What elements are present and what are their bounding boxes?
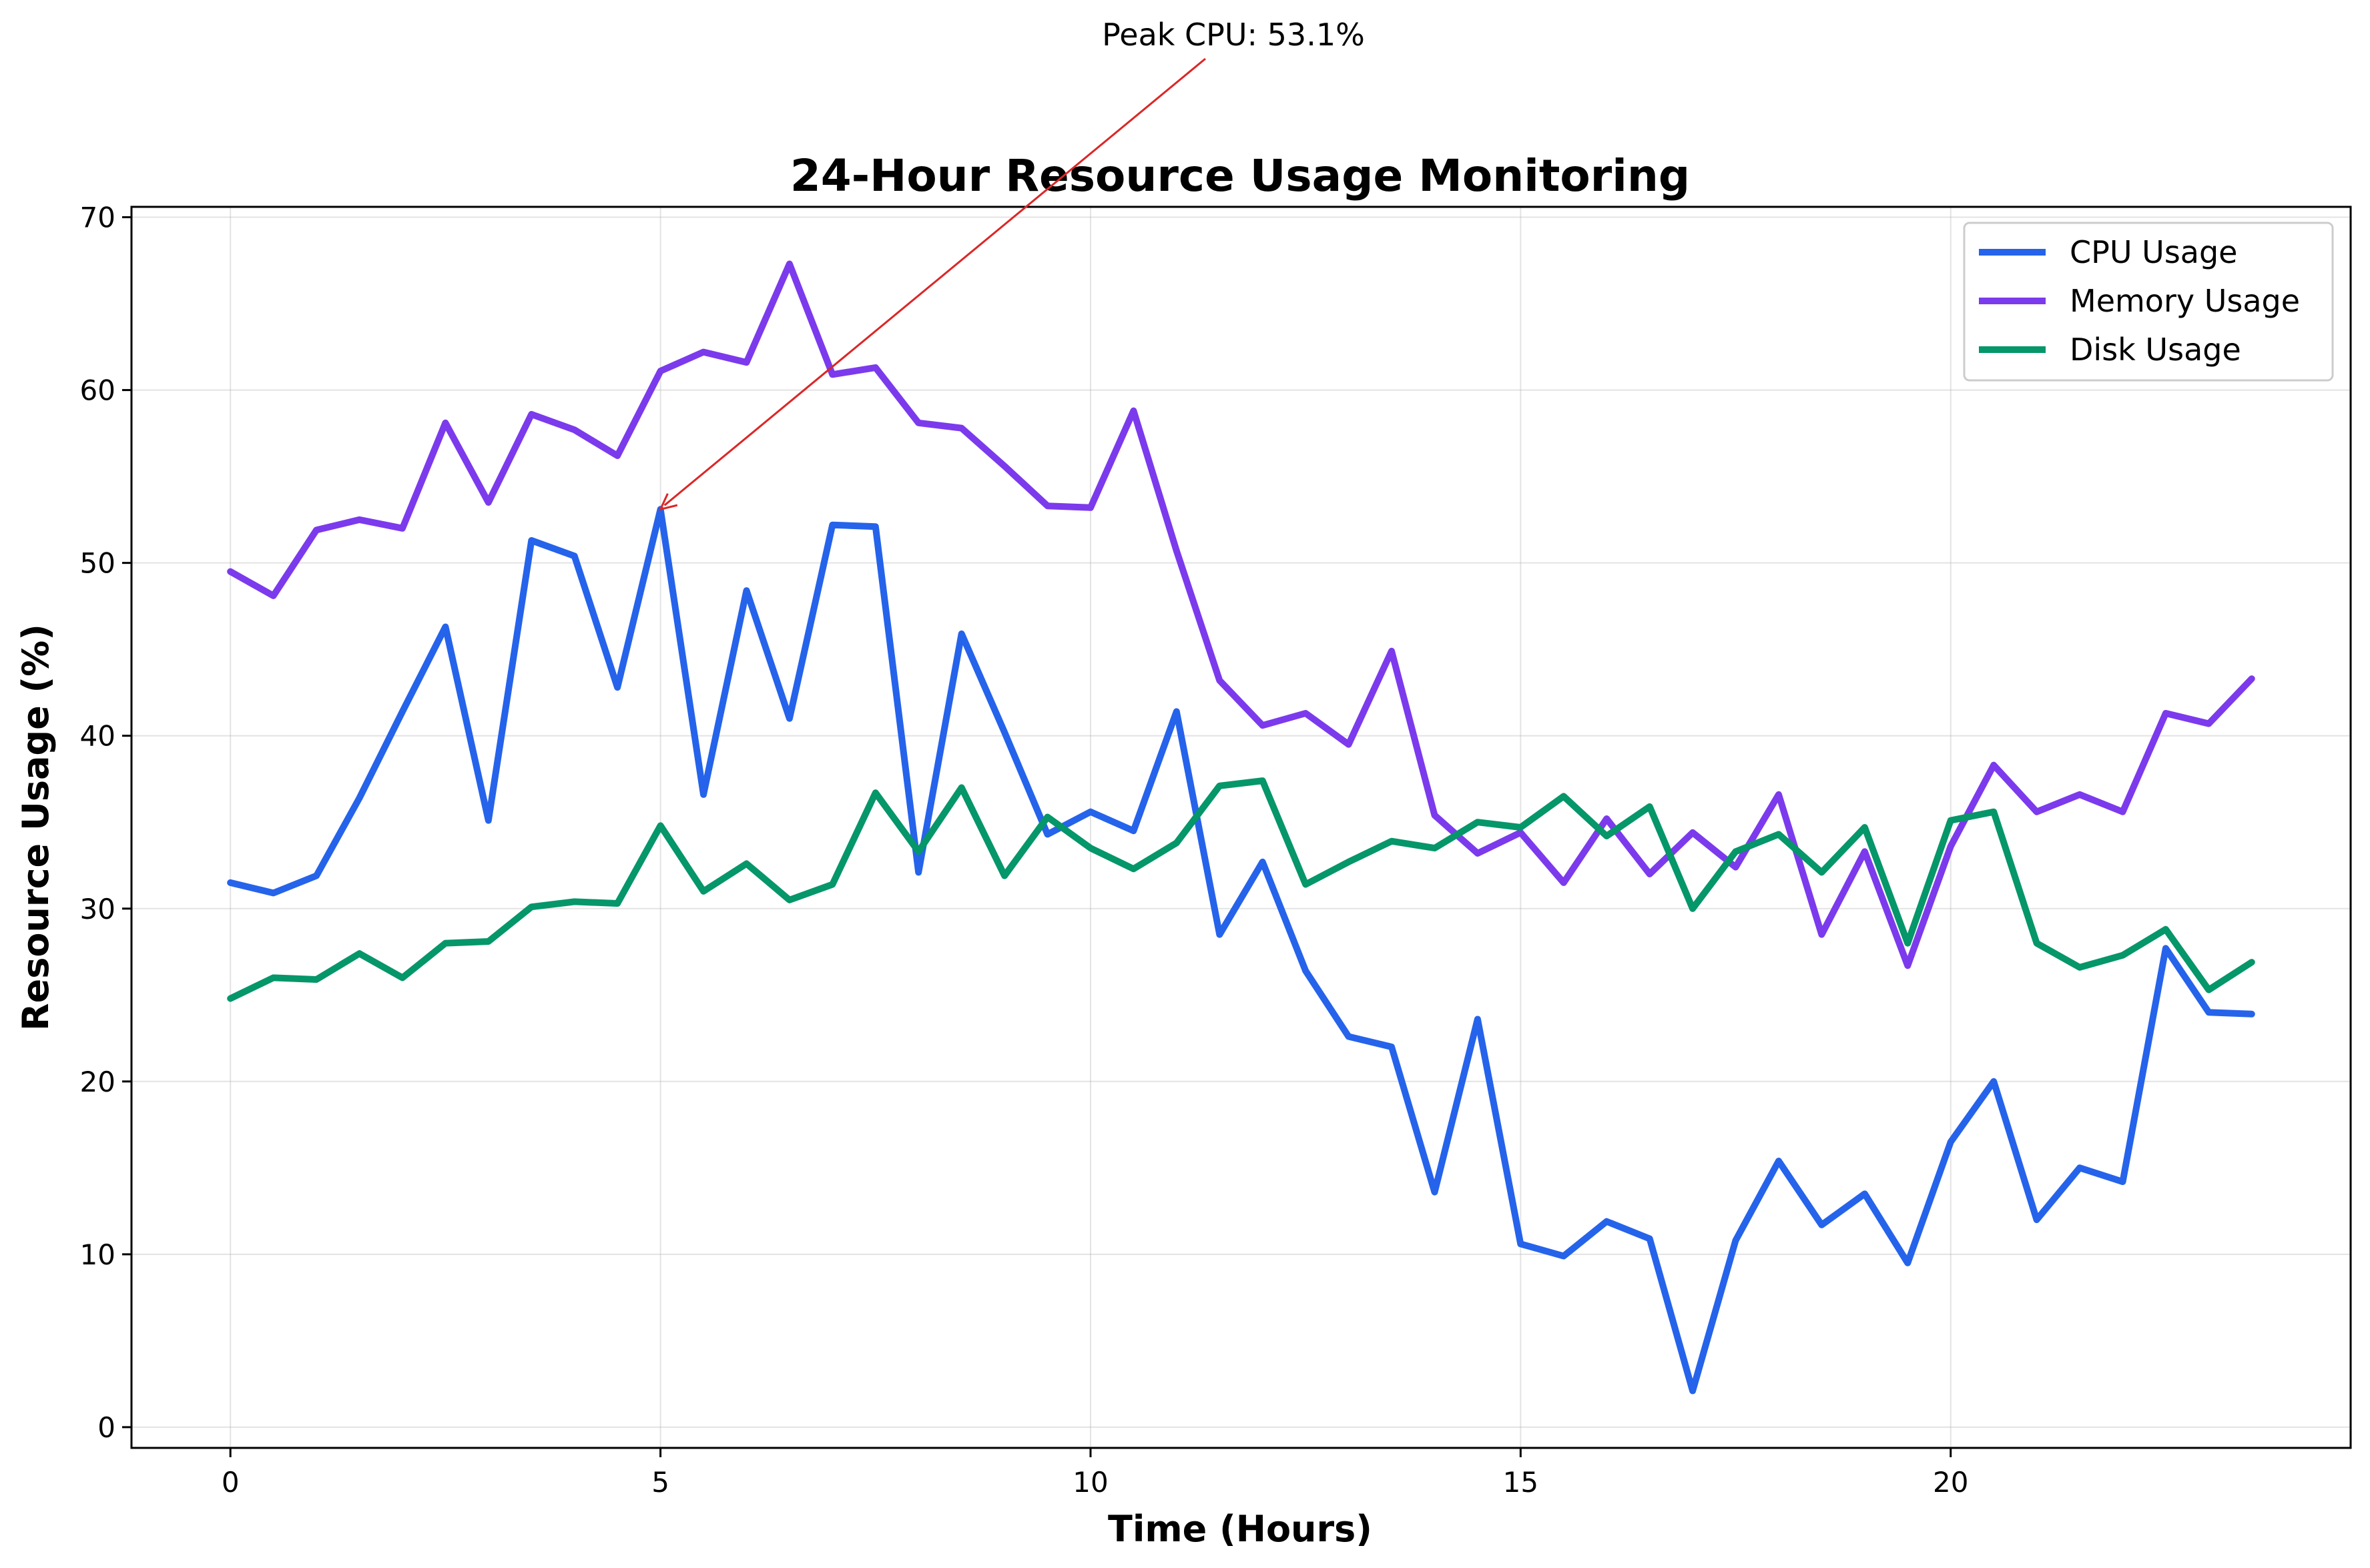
legend-label-disk-usage: Disk Usage [2070, 332, 2241, 368]
series-layer [227, 260, 2255, 1395]
legend-box [1963, 222, 2334, 382]
x-tick-label: 20 [1933, 1466, 1968, 1499]
x-tick-label: 10 [1073, 1466, 1108, 1499]
legend-label-memory-usage: Memory Usage [2070, 283, 2300, 319]
x-tick-label: 0 [222, 1466, 240, 1499]
chart-title: 24-Hour Resource Usage Monitoring [790, 150, 1690, 202]
y-tick-label: 0 [97, 1411, 115, 1444]
y-tick-label: 30 [80, 893, 115, 925]
y-axis-title: Resource Usage (%) [15, 624, 57, 1031]
y-tick-label: 50 [80, 547, 115, 580]
y-tick-label: 70 [80, 202, 115, 234]
annotation-text: Peak CPU: 53.1% [1102, 17, 1365, 53]
legend-label-cpu-usage: CPU Usage [2070, 234, 2237, 270]
series-line-disk-usage [227, 777, 2255, 1002]
y-tick-label: 20 [80, 1066, 115, 1098]
legend: CPU Usage Memory Usage Disk Usage [1963, 222, 2334, 382]
x-tick-label: 15 [1503, 1466, 1538, 1499]
plot-frame [130, 206, 2352, 1449]
x-axis: 0 5 10 15 20 [222, 1448, 1968, 1499]
peak-annotation: Peak CPU: 53.1% [658, 17, 1365, 511]
series-line-memory-usage [227, 260, 2255, 969]
x-tick-label: 5 [651, 1466, 669, 1499]
y-axis: 0 10 20 30 40 50 60 70 [80, 202, 131, 1444]
y-tick-label: 40 [80, 720, 115, 753]
annotation-arrow-line [663, 57, 1206, 506]
y-tick-label: 60 [80, 374, 115, 407]
grid-lines [131, 207, 2351, 1448]
series-line-cpu-usage [227, 506, 2255, 1395]
y-tick-label: 10 [80, 1238, 115, 1271]
annotation-arrow-head [658, 493, 678, 511]
x-axis-title: Time (Hours) [1108, 1508, 1372, 1550]
